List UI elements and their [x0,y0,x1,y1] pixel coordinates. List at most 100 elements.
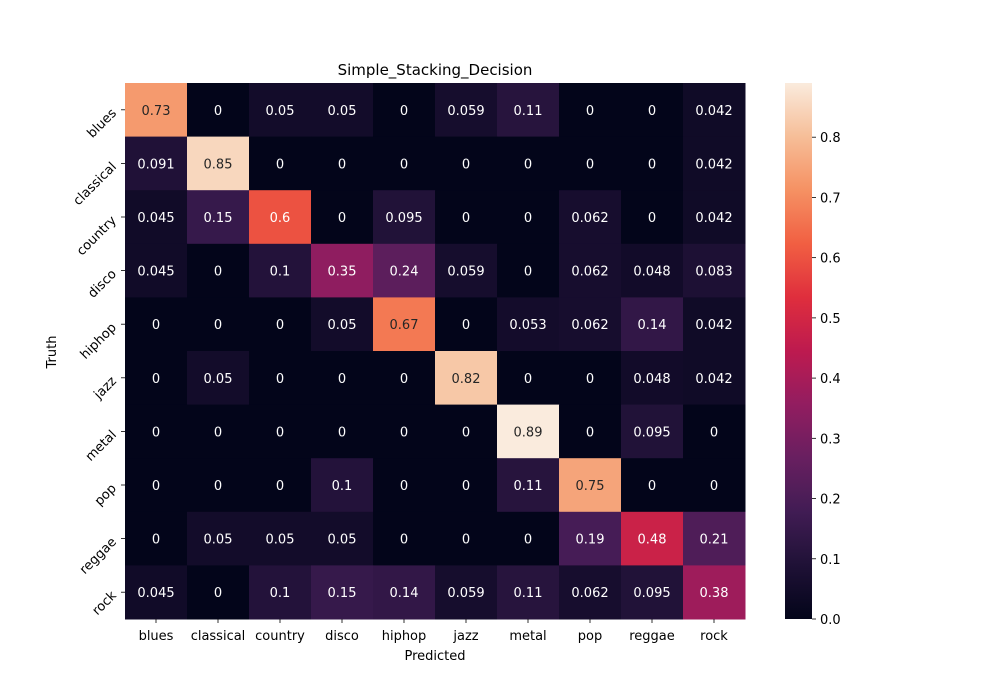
x-tick-label: classical [191,629,246,644]
heatmap-cell [125,404,188,459]
heatmap-cell [497,351,560,406]
heatmap-cell [373,458,436,513]
heatmap-cell [683,136,746,191]
heatmap-cell [559,190,622,245]
cell-value-label: 0.05 [266,104,295,119]
x-tick-label: metal [509,629,546,644]
cell-value-label: 0 [710,479,718,494]
heatmap-cell [683,404,746,459]
heatmap-cell [683,565,746,620]
cell-value-label: 0 [400,533,408,548]
y-tick-label: country [74,213,120,259]
heatmap-cell [249,297,312,352]
heatmap-cell [187,511,250,566]
cell-value-label: 0.14 [390,586,419,601]
cell-value-label: 0.059 [447,586,484,601]
x-tick-label: hiphop [382,629,427,644]
cell-value-label: 0.15 [328,586,357,601]
heatmap-cell [683,297,746,352]
heatmap-cell [621,458,684,513]
cell-value-label: 0 [462,425,470,440]
cell-value-label: 0 [462,318,470,333]
cell-value-label: 0 [400,479,408,494]
heatmap-cell [311,511,374,566]
cell-value-label: 0 [276,372,284,387]
heatmap-cell [621,83,684,138]
heatmap-cell [373,243,436,298]
y-tick-label: pop [92,481,120,509]
heatmap-cell [435,351,498,406]
heatmap-cell [435,136,498,191]
heatmap-cell [311,297,374,352]
heatmap-cell [125,458,188,513]
heatmap-cell [435,511,498,566]
cell-value-label: 0 [214,104,222,119]
heatmap-cell [249,136,312,191]
heatmap-cell [125,565,188,620]
cell-value-label: 0.05 [328,533,357,548]
cell-value-label: 0 [276,318,284,333]
cell-value-label: 0 [152,318,160,333]
x-tick-label: blues [139,629,174,644]
heatmap-cell [249,565,312,620]
cell-value-label: 0 [648,211,656,226]
cell-value-label: 0 [400,157,408,172]
heatmap-cell [187,351,250,406]
cell-value-label: 0.85 [204,157,233,172]
heatmap-cell [125,83,188,138]
cell-value-label: 0.045 [137,211,174,226]
cell-value-label: 0.042 [695,104,732,119]
cell-value-label: 0.042 [695,211,732,226]
cell-value-label: 0.19 [576,533,605,548]
heatmap-cell [373,351,436,406]
cell-value-label: 0 [462,211,470,226]
cell-value-label: 0 [462,157,470,172]
cell-value-label: 0.24 [390,265,419,280]
heatmap-cell [621,136,684,191]
cell-value-label: 0 [586,157,594,172]
heatmap-cells: 0.73 0 0.05 0.05 0 0.059 0.11 0 0 0.042 0.091 0.85 0… [125,83,746,620]
heatmap-cell [497,297,560,352]
cell-value-label: 0.73 [142,104,171,119]
cell-value-label: 0 [648,157,656,172]
cell-value-label: 0 [648,479,656,494]
cell-value-label: 0 [214,265,222,280]
heatmap-cell [311,190,374,245]
cell-value-label: 0 [152,372,160,387]
heatmap-cell [125,243,188,298]
cell-value-label: 0.14 [638,318,667,333]
heatmap-cell [497,565,560,620]
heatmap-cell [559,404,622,459]
cell-value-label: 0 [338,157,346,172]
heatmap-cell [621,243,684,298]
cell-value-label: 0.11 [514,104,543,119]
y-axis-label: Truth [45,336,60,370]
heatmap-cell [435,83,498,138]
heatmap-cell [497,136,560,191]
heatmap-cell [559,243,622,298]
heatmap-cell [435,565,498,620]
heatmap-cell [125,190,188,245]
heatmap-cell [311,83,374,138]
heatmap-cell [187,243,250,298]
heatmap-cell [621,511,684,566]
heatmap-cell [125,297,188,352]
heatmap-cell [187,297,250,352]
heatmap-cell [435,458,498,513]
cell-value-label: 0 [214,425,222,440]
cell-value-label: 0 [214,586,222,601]
heatmap-cell [187,83,250,138]
heatmap-cell [311,351,374,406]
cell-value-label: 0.042 [695,318,732,333]
cell-value-label: 0.095 [385,211,422,226]
cell-value-label: 0 [400,372,408,387]
heatmap-cell [125,136,188,191]
colorbar-tick-label: 0.5 [820,312,841,327]
cell-value-label: 0.05 [204,533,233,548]
heatmap-cell [187,565,250,620]
heatmap-cell [187,136,250,191]
heatmap-cell [249,351,312,406]
cell-value-label: 0.059 [447,104,484,119]
heatmap-cell [249,83,312,138]
heatmap-cell [373,136,436,191]
